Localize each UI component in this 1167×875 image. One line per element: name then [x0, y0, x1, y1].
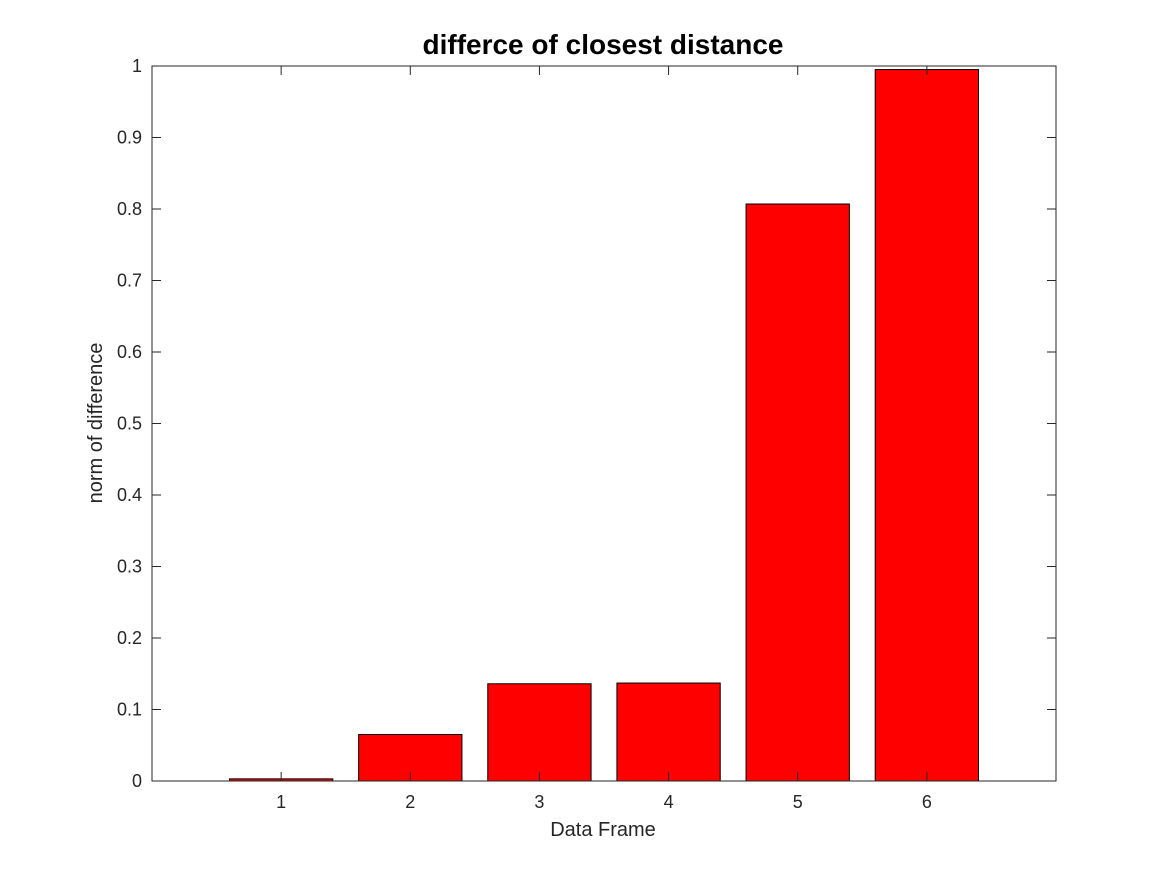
- x-tick-label: 4: [664, 792, 674, 812]
- x-axis-label: Data Frame: [550, 819, 656, 841]
- y-tick-label: 0.3: [117, 557, 142, 577]
- x-tick-label: 1: [276, 792, 286, 812]
- bar-3: [487, 683, 592, 782]
- y-tick-label: 0.2: [117, 628, 142, 648]
- y-axis-label: norm of difference: [85, 343, 107, 504]
- x-axis-ticks: 1 2 3 4 5 6: [276, 66, 932, 812]
- x-tick-label: 6: [922, 792, 932, 812]
- y-axis-ticks: 0 0.1 0.2 0.3 0.4 0.5 0.6 0.7 0.8 0.9 1: [117, 56, 1056, 791]
- y-tick-label: 0.5: [117, 414, 142, 434]
- chart-title: differce of closest distance: [422, 29, 783, 60]
- y-tick-label: 0.9: [117, 128, 142, 148]
- y-tick-label: 1: [132, 56, 142, 76]
- x-tick-label: 5: [793, 792, 803, 812]
- bar-4: [616, 682, 721, 782]
- y-tick-label: 0: [132, 771, 142, 791]
- x-tick-label: 2: [405, 792, 415, 812]
- y-tick-label: 0.7: [117, 271, 142, 291]
- y-tick-label: 0.1: [117, 700, 142, 720]
- bar-6: [874, 69, 980, 782]
- y-tick-label: 0.6: [117, 342, 142, 362]
- y-tick-label: 0.8: [117, 199, 142, 219]
- bar-series: [228, 69, 980, 782]
- x-tick-label: 3: [534, 792, 544, 812]
- y-tick-label: 0.4: [117, 485, 142, 505]
- bar-5: [745, 203, 850, 782]
